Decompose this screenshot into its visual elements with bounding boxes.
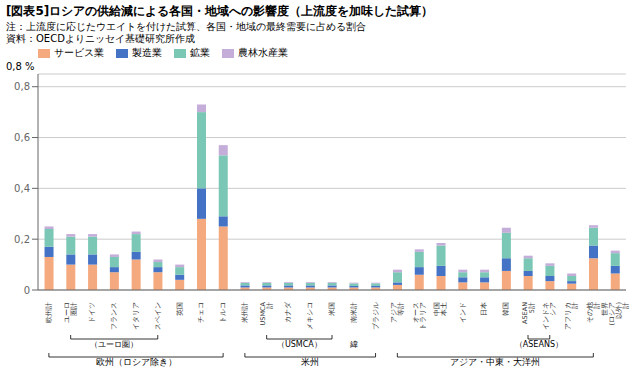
svg-text:スペイン: スペイン [154,302,162,330]
svg-text:メキシコ: メキシコ [306,302,314,330]
html-text:製造業: 製造業 [132,47,162,58]
svg-text:アフリカ計: アフリカ計 [564,302,579,330]
svg-text:0,6: 0,6 [14,132,30,143]
svg-text:ASEAN5計: ASEAN5計 [521,302,536,324]
svg-text:その他計: その他計 [586,302,601,323]
svg-text:米州計: 米州計 [241,302,249,323]
svg-text:欧州計: 欧州計 [45,302,53,323]
svg-text:チェコ: チェコ [197,302,205,323]
svg-text:日本: 日本 [480,302,488,316]
svg-text:カナダ: カナダ [284,301,292,323]
svg-text:（ASEANS）: （ASEANS） [515,340,563,349]
svg-text:（ユーロ圏）: （ユーロ圏） [90,340,138,349]
html-text:鉱業: 鉱業 [190,47,210,58]
svg-text:アジア等計: アジア等計 [390,302,405,323]
html-text:0,8 %: 0,8 % [6,61,35,72]
svg-text:0,8: 0,8 [14,81,30,92]
svg-text:ユーロ圏計: ユーロ圏計 [63,302,78,323]
svg-text:世界(ロシア以外)計: 世界(ロシア以外)計 [601,302,630,326]
svg-text:南米計: 南米計 [350,302,358,323]
svg-text:アジア・中東・大洋州: アジア・中東・大洋州 [450,357,540,367]
svg-text:0: 0 [24,285,30,296]
svg-text:緯: 緯 [349,340,358,349]
svg-text:英国: 英国 [176,302,184,316]
svg-text:フランス: フランス [110,302,118,330]
svg-text:ドイツ: ドイツ [88,302,96,323]
svg-text:中国本土: 中国本土 [433,302,448,316]
svg-text:米州: 米州 [301,357,319,367]
svg-text:USMCA計: USMCA計 [259,301,274,325]
svg-text:ブラジル: ブラジル [372,302,380,330]
html-text:サービス業: サービス業 [54,47,104,58]
svg-text:インド: インド [459,302,467,323]
html-text:注：上流度に応じたウエイトを付けた試算、各国・地域の最終需要: 注：上流度に応じたウエイトを付けた試算、各国・地域の最終需要に占める割合 [6,21,366,32]
html-text:資料：OECDよりニッセイ基礎研究所作成: 資料：OECDよりニッセイ基礎研究所作成 [6,33,195,44]
svg-text:0,2: 0,2 [14,234,30,245]
svg-text:（USMCA）: （USMCA） [277,340,322,349]
svg-text:イタリア: イタリア [132,302,140,330]
svg-text:韓国: 韓国 [502,302,510,316]
html-text:農林水産業: 農林水産業 [238,47,288,58]
svg-text:トルコ: トルコ [219,302,227,323]
svg-text:欧州（ロシア除き）: 欧州（ロシア除き） [96,357,177,367]
svg-text:オーストラリア: オーストラリア [412,302,427,330]
svg-text:0,4: 0,4 [14,183,30,194]
svg-text:インドネシア: インドネシア [542,302,557,330]
svg-text:米国: 米国 [328,302,336,316]
html-text:[図表5]ロシアの供給減による各国・地域への影響度（上流度を: [図表5]ロシアの供給減による各国・地域への影響度（上流度を加味した試算） [6,4,434,18]
